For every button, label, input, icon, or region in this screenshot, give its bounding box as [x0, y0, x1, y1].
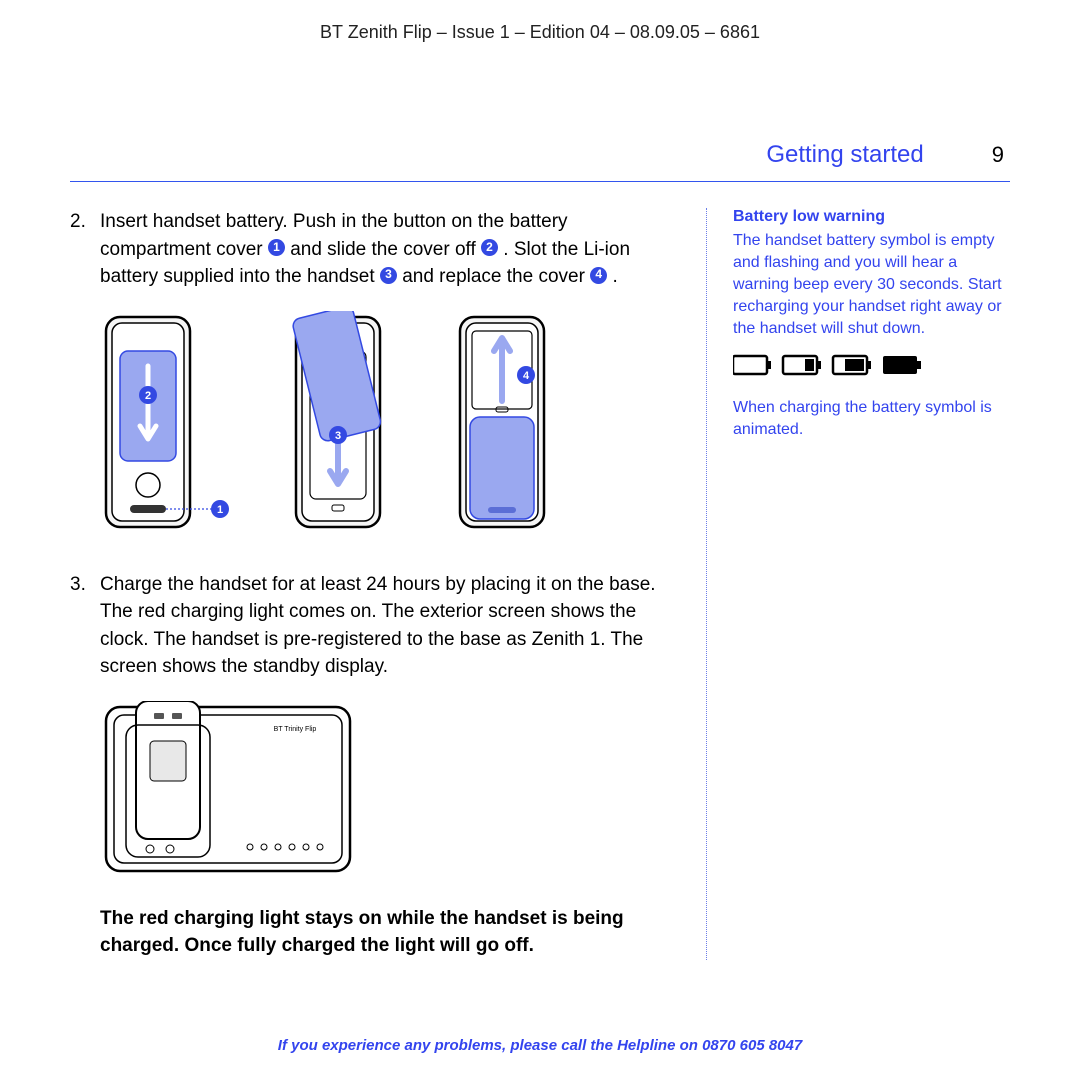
sidebar-heading: Battery low warning	[733, 208, 1010, 226]
section-title: Getting started	[766, 141, 923, 169]
section-rule	[70, 181, 1010, 182]
marker-3-inline: 3	[380, 267, 397, 284]
step-3-body: Charge the handset for at least 24 hours…	[100, 571, 680, 681]
section-header: Getting started 9	[70, 141, 1010, 169]
marker-2-inline: 2	[481, 239, 498, 256]
battery-level-icons	[733, 354, 1010, 383]
diagram-marker-2: 2	[145, 390, 151, 402]
content-columns: 2. Insert handset battery. Push in the b…	[70, 208, 1010, 960]
main-column: 2. Insert handset battery. Push in the b…	[70, 208, 707, 960]
step-3-number: 3.	[70, 571, 100, 681]
phone-diagram-3: 4	[450, 311, 560, 541]
base-label: BT Trinity Flip	[274, 726, 317, 733]
marker-1-inline: 1	[268, 239, 285, 256]
marker-4-inline: 4	[590, 267, 607, 284]
footer-helpline: If you experience any problems, please c…	[0, 1037, 1080, 1054]
sidebar-para-2: When charging the battery symbol is anim…	[733, 397, 1010, 441]
step-2-diagram: 1 2 3	[100, 311, 680, 541]
charging-note: The red charging light stays on while th…	[100, 905, 680, 960]
step-3-diagram: BT Trinity Flip	[100, 701, 680, 881]
step-2-text-b: and slide the cover off	[290, 239, 481, 260]
step-3: 3. Charge the handset for at least 24 ho…	[70, 571, 680, 681]
step-2-number: 2.	[70, 208, 100, 291]
step-2-text-d: and replace the cover	[402, 266, 590, 287]
page-number: 9	[992, 142, 1004, 168]
phone-diagram-2: 3	[280, 311, 410, 541]
footer-phone: 0870 605 8047	[702, 1037, 802, 1054]
sidebar-column: Battery low warning The handset battery …	[707, 208, 1010, 960]
diagram-marker-4: 4	[523, 370, 530, 382]
doc-id-header: BT Zenith Flip – Issue 1 – Edition 04 – …	[70, 20, 1010, 43]
step-2: 2. Insert handset battery. Push in the b…	[70, 208, 680, 291]
footer-text: If you experience any problems, please c…	[278, 1037, 702, 1054]
diagram-marker-3: 3	[335, 430, 341, 442]
step-2-body: Insert handset battery. Push in the butt…	[100, 208, 680, 291]
step-2-text-e: .	[613, 266, 618, 287]
sidebar-para-1: The handset battery symbol is empty and …	[733, 230, 1010, 340]
diagram-marker-1: 1	[217, 504, 223, 516]
manual-page: BT Zenith Flip – Issue 1 – Edition 04 – …	[0, 0, 1080, 1068]
phone-diagram-1: 1 2	[100, 311, 240, 541]
